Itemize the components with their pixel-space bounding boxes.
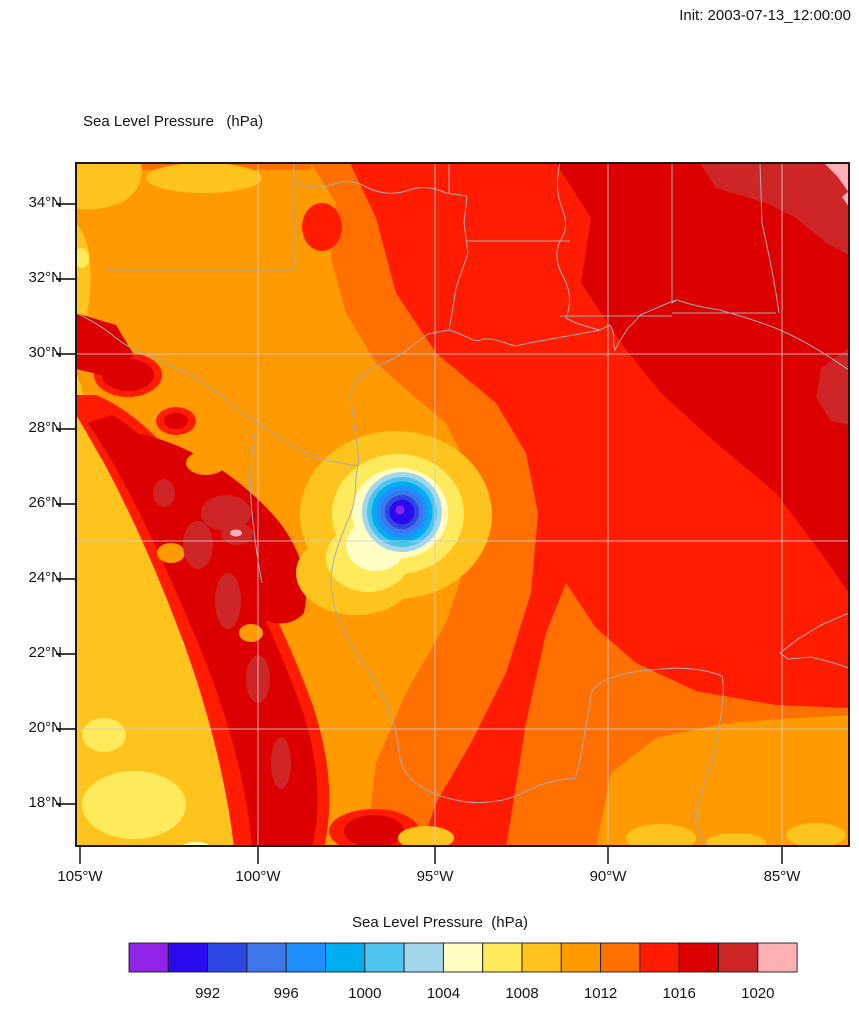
colorbar-tick-label-996: 996 — [273, 985, 299, 1002]
region-1020plus-pink-notch — [842, 191, 849, 207]
region-1016-1018-ne — [556, 163, 849, 593]
colorbar-cell-1002-1004 — [403, 942, 444, 973]
yellow-dot-west — [76, 248, 89, 268]
gold-patch-bottom — [398, 826, 454, 846]
colorbar-cell-998-1000 — [325, 942, 366, 973]
hurricane-low-center — [395, 505, 405, 515]
darkred-core-2 — [183, 521, 213, 569]
lon-tick-label-95°W: 95°W — [416, 868, 454, 885]
lat-tick-label-28°N: 28°N — [28, 419, 62, 436]
colorbar-cell-1006-1008 — [482, 942, 523, 973]
rio-grande-border — [76, 312, 359, 467]
graticule — [76, 163, 849, 846]
darkred-core-3 — [215, 573, 241, 629]
gold-patch-se-2 — [706, 833, 766, 846]
red-mountain-band — [88, 415, 318, 846]
orange-hole-1 — [186, 451, 226, 475]
axis-tick-marks — [56, 203, 783, 864]
lat-tick-label-18°N: 18°N — [28, 794, 62, 811]
orange-hole-3 — [239, 624, 263, 642]
coastlines-borders — [76, 163, 849, 846]
lat-tick-label-22°N: 22°N — [28, 644, 62, 661]
yellow-patch-sw-1 — [82, 771, 186, 839]
region-1020plus-pink-corner — [824, 163, 849, 193]
gold-patch-top — [146, 163, 262, 193]
red-dot-east — [615, 297, 629, 309]
lat-tick-label-32°N: 32°N — [28, 269, 62, 286]
colorbar-cell-1004-1006 — [442, 942, 484, 973]
region-1018-1020-east-edge — [816, 348, 849, 425]
lat-tick-label-30°N: 30°N — [28, 344, 62, 361]
colorbar-cell-994-996 — [246, 942, 287, 973]
lat-tick-label-24°N: 24°N — [28, 569, 62, 586]
tx-la-sabine-border — [448, 195, 469, 331]
gulf-coastline — [330, 299, 849, 599]
lat-tick-label-20°N: 20°N — [28, 719, 62, 736]
map-panel — [75, 162, 850, 847]
colorbar-cell-1008-1010 — [521, 942, 562, 973]
plot-title: Sea Level Pressure (hPa) — [83, 113, 264, 130]
lon-tick-label-90°W: 90°W — [589, 868, 627, 885]
colorbar-cell-1012-1014 — [600, 942, 641, 973]
hurricane-low-rings — [296, 431, 492, 615]
colorbar-tick-label-1016: 1016 — [662, 985, 696, 1002]
colorbar-cell-1016-1018 — [678, 942, 719, 973]
colorbar-cell-990-992 — [167, 942, 209, 973]
lon-tick-label-85°W: 85°W — [763, 868, 801, 885]
colorbar-cell-996-998 — [285, 942, 326, 973]
orange-hole-2 — [157, 543, 185, 563]
colorbar-tick-label-1012: 1012 — [583, 985, 618, 1002]
gold-patch-nw-corner — [76, 163, 142, 210]
pink-terrain-dot — [230, 529, 242, 537]
lon-tick-label-100°W: 100°W — [235, 868, 281, 885]
red-blob-bottom — [344, 815, 404, 846]
colorbar-cell-1010-1012 — [560, 942, 602, 973]
darkred-core-5 — [271, 737, 291, 789]
mexico-yucatan-coastline — [332, 597, 724, 846]
red-orange-blob-n-texas — [302, 203, 342, 251]
mexico-state-line — [250, 432, 263, 584]
darkred-core-6 — [201, 495, 251, 531]
lon-tick-label-105°W: 105°W — [57, 868, 103, 885]
ms-al-border — [671, 163, 678, 304]
gold-patch-se-1 — [626, 824, 696, 846]
colorbar-cell-1000-1002 — [364, 942, 405, 973]
colorbar-tick-label-1020: 1020 — [741, 985, 775, 1002]
lat-tick-label-34°N: 34°N — [28, 194, 62, 211]
red-blob-mex-2 — [164, 413, 188, 429]
lat-tick-label-26°N: 26°N — [28, 494, 62, 511]
colorbar-tick-label-992: 992 — [195, 985, 221, 1002]
colorbar-tick-label-1000: 1000 — [348, 985, 382, 1002]
colorbar-title: Sea Level Pressure (hPa) — [352, 914, 528, 931]
region-1018-1020-corner — [700, 163, 849, 255]
colorbar — [128, 942, 798, 973]
region-1010-1012-se — [596, 715, 849, 846]
colorbar-tick-label-1004: 1004 — [426, 985, 461, 1002]
yellow-patch-sw-2 — [82, 718, 126, 752]
colorbar-cell-<990 — [128, 942, 169, 973]
al-ga-border — [759, 163, 780, 314]
red-river-border — [293, 180, 468, 197]
init-timestamp-label: Init: 2003-07-13_12:00:00 — [679, 7, 851, 24]
colorbar-tick-label-1008: 1008 — [505, 985, 539, 1002]
31n-borders — [560, 312, 776, 317]
gold-patch-se-3 — [786, 823, 846, 846]
colorbar-cell-992-994 — [207, 942, 248, 973]
colorbar-cell-1014-1016 — [639, 942, 680, 973]
red-blob-west-edge — [76, 313, 134, 377]
colorbar-cell->1020 — [757, 942, 798, 973]
cuba-coastline — [779, 612, 849, 669]
pressure-field — [76, 163, 849, 846]
colorbar-cell-1018-1020 — [718, 942, 759, 973]
darkred-core-1 — [153, 479, 175, 507]
mississippi-river — [556, 163, 601, 331]
texas-nm-border — [106, 163, 295, 271]
